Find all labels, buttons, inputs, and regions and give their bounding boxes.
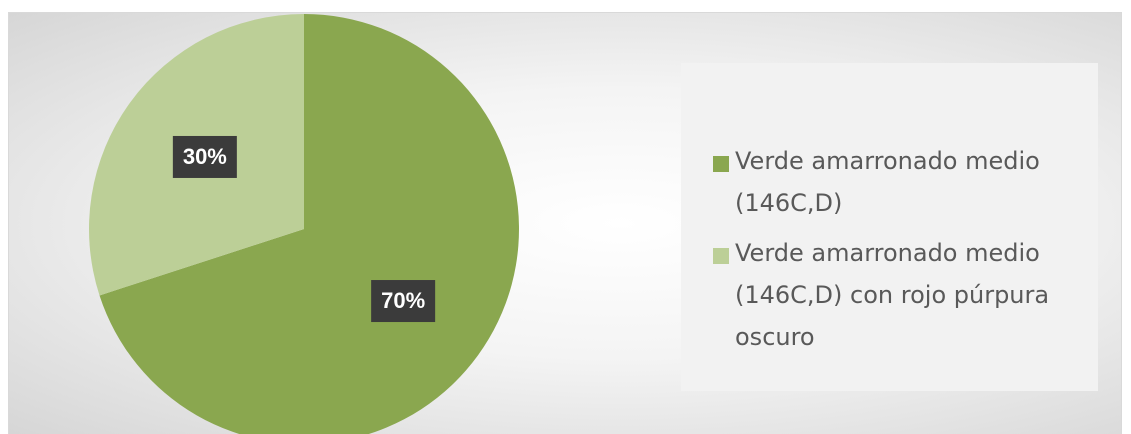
data-label: 70%: [381, 288, 425, 313]
chart-area: 70% 30% Verde amarronado medio (146C,D) Ve…: [8, 12, 1122, 434]
data-label: 30%: [183, 144, 227, 169]
data-label-box: [371, 280, 436, 323]
legend-entry: Verde amarronado medio (146C,D): [713, 140, 1053, 224]
data-label-box: [172, 135, 237, 178]
pie-chart: 70% 30%: [88, 14, 519, 434]
pie-slice: [99, 14, 519, 434]
legend-swatch: [713, 156, 729, 172]
legend: Verde amarronado medio (146C,D) Verde ama…: [681, 63, 1098, 391]
legend-label: Verde amarronado medio (146C,D) con rojo…: [735, 239, 1050, 351]
legend-label: Verde amarronado medio (146C,D): [735, 147, 1040, 217]
legend-entry: Verde amarronado medio (146C,D) con rojo…: [713, 232, 1053, 358]
legend-swatch: [713, 248, 729, 264]
